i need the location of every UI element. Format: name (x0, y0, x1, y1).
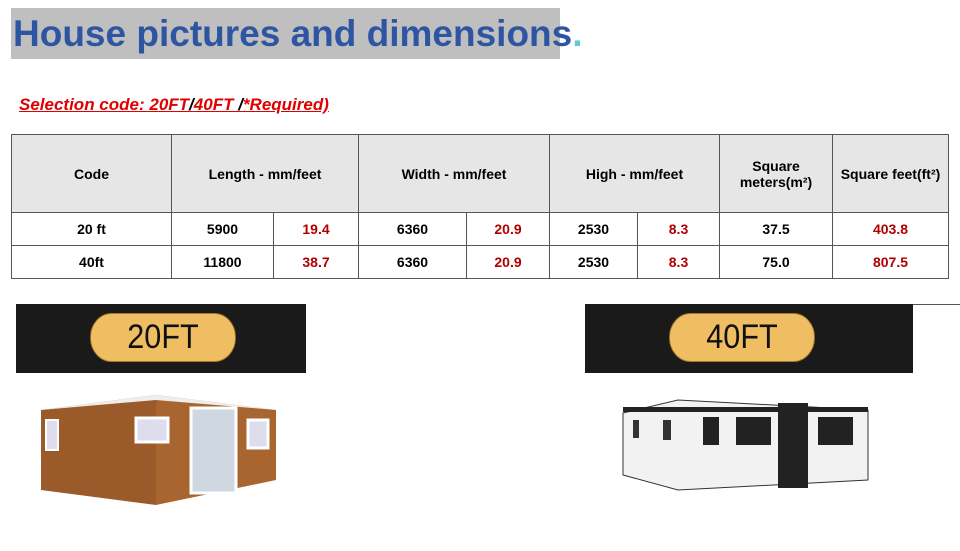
cell-high-ft: 8.3 (637, 245, 720, 279)
label-banner-20ft: 20FT (16, 304, 306, 373)
cell-sqft: 403.8 (832, 212, 949, 246)
cell-width-mm: 6360 (358, 212, 467, 246)
cell-width-mm: 6360 (358, 245, 467, 279)
selection-prefix: Selection code: 20FT (19, 95, 190, 114)
cell-code: 20 ft (11, 212, 172, 246)
cell-sqm: 37.5 (719, 212, 833, 246)
cell-width-ft: 20.9 (466, 245, 550, 279)
header-width: Width - mm/feet (358, 134, 550, 213)
cell-length-ft: 19.4 (273, 212, 359, 246)
cell-sqft: 807.5 (832, 245, 949, 279)
divider (913, 304, 960, 305)
cell-sqm: 75.0 (719, 245, 833, 279)
required-note: *Required) (242, 95, 329, 114)
house-40ft-image (622, 399, 869, 491)
slash: / (189, 95, 194, 114)
title-text: House pictures and dimensions (13, 13, 573, 54)
dimensions-table: Code Length - mm/feet Width - mm/feet Hi… (11, 134, 949, 279)
page-title: House pictures and dimensions. (11, 8, 583, 59)
label-pill: 40FT (669, 313, 815, 362)
title-dot: . (572, 13, 583, 54)
cell-high-mm: 2530 (549, 245, 638, 279)
header-sqm: Square meters(m²) (719, 134, 833, 213)
header-row: Code Length - mm/feet Width - mm/feet Hi… (11, 134, 949, 213)
header-sqft: Square feet(ft²) (832, 134, 949, 213)
selection-code2: 40FT (193, 95, 239, 114)
cell-length-ft: 38.7 (273, 245, 359, 279)
selection-code: Selection code: 20FT/40FT /*Required) (19, 95, 329, 115)
table-row: 20 ft 5900 19.4 6360 20.9 2530 8.3 37.5 … (11, 212, 949, 246)
cell-high-mm: 2530 (549, 212, 638, 246)
header-high: High - mm/feet (549, 134, 720, 213)
header-code: Code (11, 134, 172, 213)
header-length: Length - mm/feet (171, 134, 359, 213)
table-row: 40ft 11800 38.7 6360 20.9 2530 8.3 75.0 … (11, 245, 949, 279)
cell-length-mm: 11800 (171, 245, 274, 279)
cell-length-mm: 5900 (171, 212, 274, 246)
label-pill: 20FT (90, 313, 236, 362)
slash: / (238, 95, 243, 114)
cell-high-ft: 8.3 (637, 212, 720, 246)
label-banner-40ft: 40FT (585, 304, 913, 373)
cell-width-ft: 20.9 (466, 212, 550, 246)
house-20ft-image (41, 395, 276, 505)
cell-code: 40ft (11, 245, 172, 279)
